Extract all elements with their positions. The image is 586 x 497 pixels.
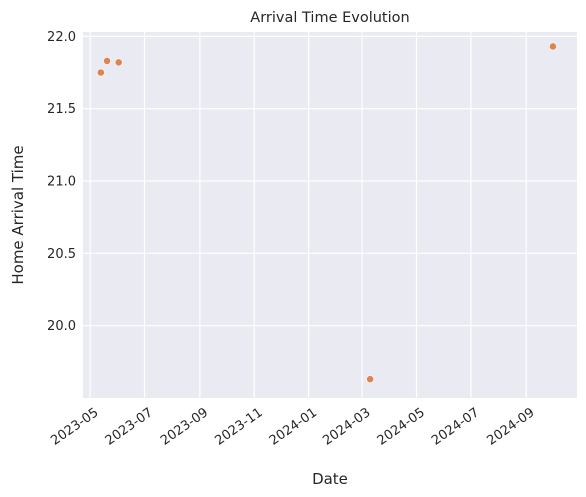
x-tick-label: 2024-01 [267,405,320,448]
y-tick-label: 21.0 [47,175,76,190]
y-tick-label: 20.0 [47,319,76,334]
data-point [96,68,105,77]
x-tick-label: 2024-07 [429,405,482,448]
y-tick-label: 21.5 [47,102,76,117]
x-tick-label: 2023-07 [103,405,156,448]
data-point [366,375,375,384]
plot-area [83,32,577,398]
data-point [114,58,123,67]
x-tick-label: 2024-05 [375,405,428,448]
x-tick-label: 2024-03 [320,405,373,448]
x-tick-label: 2023-05 [48,405,101,448]
x-tick-label: 2023-11 [212,405,265,448]
data-point [103,57,111,65]
x-axis-label: Date [312,470,348,488]
y-axis-label: Home Arrival Time [9,145,27,284]
y-tick-label: 22.0 [47,30,76,45]
x-axis-ticks: 2023-05 2023-07 2023-09 2023-11 2024-01 2024-… [48,405,537,448]
grid-lines [83,32,577,398]
x-tick-label: 2023-09 [158,405,211,448]
y-axis-ticks: 20.0 20.5 21.0 21.5 22.0 [47,30,76,334]
y-tick-label: 20.5 [47,247,76,262]
chart-title: Arrival Time Evolution [250,10,409,26]
x-tick-label: 2024-09 [484,405,537,448]
data-points [96,42,557,384]
data-point [549,42,557,51]
